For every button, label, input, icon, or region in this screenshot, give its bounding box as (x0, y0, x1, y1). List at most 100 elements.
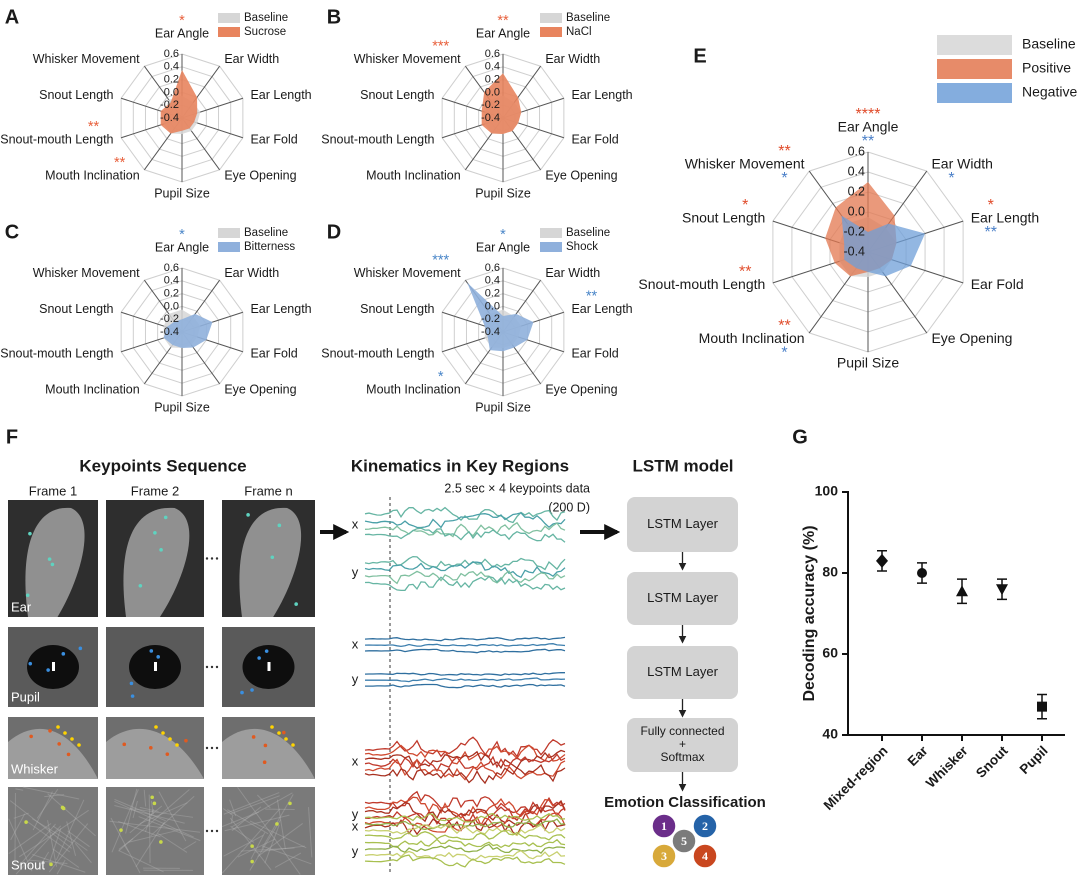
y-axis-title: Decoding accuracy (%) (801, 525, 818, 701)
keypoint (294, 602, 298, 606)
significance: ** (778, 318, 790, 335)
fur (148, 794, 151, 864)
fur (257, 823, 303, 857)
fur (37, 851, 50, 870)
output-label: Emotion Classification (604, 794, 766, 811)
legend-swatch (540, 242, 562, 252)
fur (255, 845, 305, 853)
fur (183, 841, 197, 850)
keypoint (50, 562, 55, 567)
fur (32, 791, 53, 831)
significance: * (988, 197, 994, 214)
keypoint (49, 862, 53, 867)
trace (364, 799, 566, 826)
r-tick-label: -0.4 (481, 112, 500, 124)
axis-label: Snout-mouth Length (321, 133, 434, 147)
keypoint (168, 737, 172, 741)
r-tick-label: 0.2 (485, 288, 500, 300)
keypoint (138, 583, 143, 588)
significance: ** (114, 155, 126, 171)
keypoint (275, 822, 279, 826)
y-tick-label: 80 (822, 564, 838, 580)
class-dot (692, 813, 718, 839)
axis-label: Ear Fold (971, 276, 1024, 292)
fur (66, 821, 77, 856)
keypoint (184, 738, 188, 743)
axis-label: Pupil Size (837, 355, 899, 371)
fur (18, 809, 89, 858)
significance: ** (739, 264, 751, 281)
legend-swatch (540, 13, 562, 23)
keypoint (270, 725, 274, 729)
trace (364, 521, 566, 538)
ellipsis-dot (210, 746, 214, 750)
r-tick-label: -0.4 (843, 244, 865, 258)
axis-label: Whisker Movement (33, 52, 140, 66)
legend-label: NaCl (566, 26, 592, 38)
marker (1037, 701, 1047, 712)
keypoint (152, 801, 157, 806)
axis-tag: y (352, 806, 359, 821)
axis-label: Ear Angle (476, 26, 530, 40)
trace (364, 758, 566, 781)
r-tick-label: 0.2 (848, 184, 865, 198)
y-tick-label: 60 (822, 645, 838, 661)
fur (111, 789, 139, 853)
axis-label: Pupil Size (154, 186, 210, 200)
fur (109, 820, 201, 833)
fur (223, 792, 280, 815)
fur (15, 788, 24, 791)
keypoint (153, 531, 157, 535)
axis-tag: y (352, 564, 359, 579)
keypoint (161, 731, 165, 735)
trace (364, 810, 566, 833)
fur (48, 823, 89, 873)
fur (138, 816, 201, 842)
fur (27, 821, 71, 853)
fur (230, 825, 255, 843)
fur (274, 852, 302, 868)
keypoint (262, 760, 267, 765)
trace (365, 677, 566, 683)
keypoint (175, 743, 179, 747)
layer-label: LSTM Layer (647, 516, 718, 531)
fur (308, 807, 313, 858)
keypoint (149, 746, 153, 750)
fur (9, 800, 72, 849)
keypoint (264, 649, 269, 653)
keypoint (70, 737, 74, 741)
ellipsis-dot (205, 746, 209, 750)
fur (114, 798, 166, 822)
legend-swatch (937, 83, 1012, 103)
keypoint (119, 828, 123, 832)
r-tick-label: 0.2 (164, 288, 179, 300)
marker (917, 568, 927, 578)
fur (250, 832, 266, 860)
legend-swatch (218, 13, 240, 23)
keypoint (250, 688, 254, 692)
fur (74, 843, 92, 864)
fur (223, 834, 264, 857)
fur (249, 820, 307, 849)
r-tick-label: 0.6 (485, 262, 500, 274)
axis-tag: x (352, 516, 359, 531)
trace (365, 683, 566, 689)
axis-label: Ear Fold (571, 133, 618, 147)
layer-box (627, 572, 738, 625)
trace (364, 643, 566, 648)
keypoint (61, 652, 66, 656)
head-label: Fully connected (640, 724, 724, 738)
ellipsis-dot (210, 557, 214, 560)
r-tick-label: -0.2 (160, 99, 179, 111)
ellipsis-dot (205, 557, 209, 560)
class-dot (692, 843, 718, 869)
keypoint (250, 844, 254, 848)
r-tick-label: 0.4 (848, 164, 865, 178)
layer-box (627, 646, 738, 699)
legend-swatch (937, 35, 1012, 55)
fur (139, 802, 188, 825)
keypoint (48, 728, 52, 733)
radar-area (160, 70, 198, 134)
axis-label: Snout-mouth Length (0, 133, 113, 147)
class-label: 3 (661, 849, 667, 863)
